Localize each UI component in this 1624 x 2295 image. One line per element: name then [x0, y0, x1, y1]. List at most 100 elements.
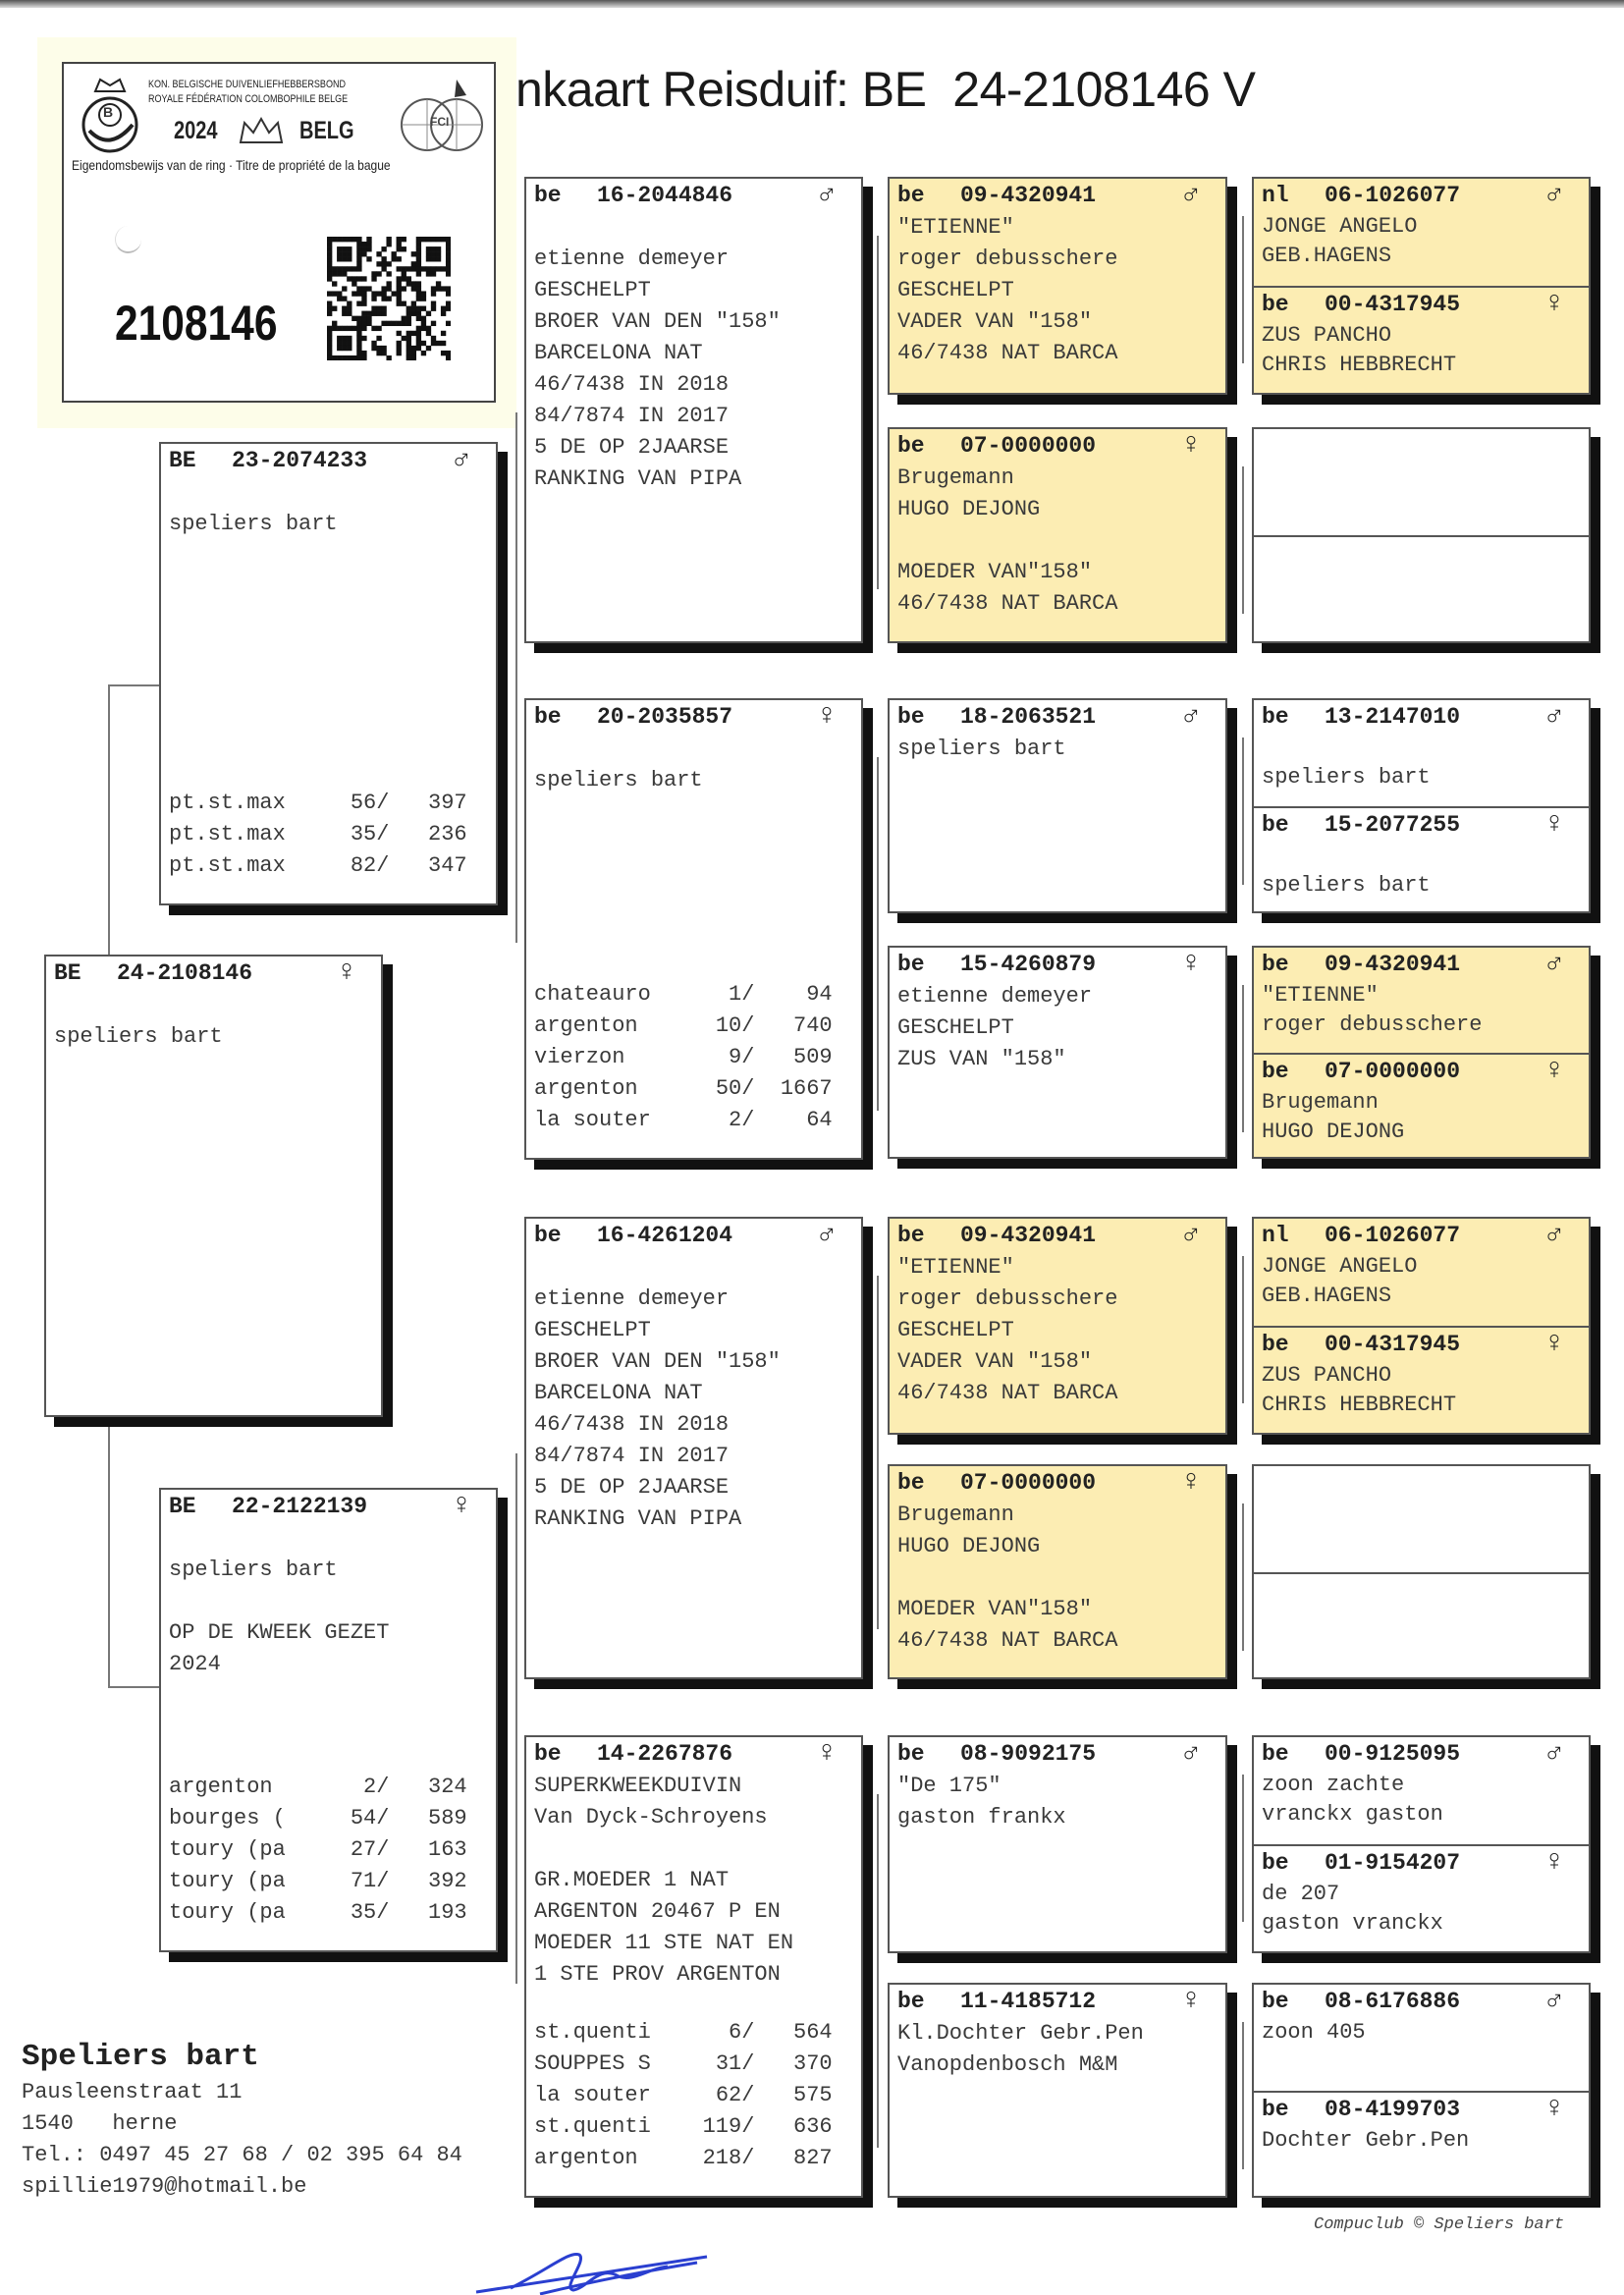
race-results: chateauro 1/94 argenton 10/740 vierzon 9/509 a…: [534, 979, 833, 1136]
entry-notes: JONGE ANGELO GEB.HAGENS: [1254, 212, 1589, 271]
pedigree-great-grandparent[interactable]: be 07-0000000 ♀ Brugemann HUGO DEJONG MOEDER…: [888, 427, 1227, 643]
gg-grandparent-entry[interactable]: be 08-4199703 ♀ Dochter Gebr.Pen: [1254, 2091, 1589, 2196]
gg-grandparent-entry[interactable]: [1254, 1466, 1589, 1572]
gg-grandparent-entry[interactable]: be 00-4317945 ♀ ZUS PANCHO CHRIS HEBBRECHT: [1254, 1326, 1589, 1433]
ring-number: 20-2035857: [597, 704, 733, 730]
pedigree-grandparent[interactable]: be 16-2044846 ♂ etienne demeyer GESCHELPT BR…: [524, 177, 863, 643]
race-result-row: pt.st.max 35/236: [169, 819, 467, 850]
race-total: 564: [793, 2020, 833, 2045]
qr-code: [327, 237, 451, 360]
pedigree-great-grandparent[interactable]: be 09-4320941 ♂ "ETIENNE" roger debusschere G…: [888, 1217, 1227, 1435]
connector-line: [1242, 985, 1244, 1132]
note-line: [54, 990, 381, 1021]
gg-grandparent-entry[interactable]: [1254, 429, 1589, 535]
race-name: toury (pa: [169, 1869, 286, 1893]
note-line: "ETIENNE": [897, 1255, 1014, 1280]
note-line: "ETIENNE": [1262, 983, 1379, 1008]
pedigree-gg-grandparent-pair[interactable]: [1252, 427, 1591, 643]
male-symbol-icon: ♂: [817, 1219, 836, 1252]
pedigree-grandparent[interactable]: be 16-4261204 ♂ etienne demeyer GESCHELPT BR…: [524, 1217, 863, 1679]
connector-line: [1242, 2022, 1244, 2169]
pedigree-subject[interactable]: BE 24-2108146 ♀ speliers bart: [44, 955, 383, 1417]
note-line: VADER VAN "158": [897, 309, 1093, 334]
entry-header: nl 06-1026077 ♂: [1254, 1219, 1589, 1252]
gg-grandparent-entry[interactable]: be 08-6176886 ♂ zoon 405: [1254, 1985, 1589, 2091]
entry-header: be 11-4185712 ♀: [890, 1985, 1225, 2018]
entry-notes: etienne demeyer GESCHELPT BROER VAN DEN "1…: [526, 212, 861, 495]
pedigree-grandparent[interactable]: be 14-2267876 ♀ SUPERKWEEKDUIVIN Van Dyck-Sc…: [524, 1735, 863, 2198]
punch-hole: [115, 226, 141, 253]
pedigree-great-grandparent[interactable]: be 18-2063521 ♂ speliers bart: [888, 698, 1227, 913]
pedigree-gg-grandparent-pair[interactable]: nl 06-1026077 ♂ JONGE ANGELO GEB.HAGENS be 00-…: [1252, 1217, 1591, 1435]
ring-number: 00-9125095: [1325, 1741, 1461, 1767]
gg-grandparent-entry[interactable]: [1254, 535, 1589, 641]
race-total: 236: [428, 822, 467, 847]
race-result-row: bourges (54/589: [169, 1803, 467, 1834]
entry-notes: etienne demeyer GESCHELPT BROER VAN DEN "1…: [526, 1252, 861, 1535]
entry-notes: "De 175" gaston frankx: [890, 1771, 1225, 1833]
pedigree-gg-grandparent-pair[interactable]: be 13-2147010 ♂ speliers bart be 15-2077255 ♀…: [1252, 698, 1591, 913]
country-code: be: [534, 1223, 562, 1248]
gg-grandparent-entry[interactable]: [1254, 1572, 1589, 1677]
pedigree-great-grandparent[interactable]: be 08-9092175 ♂ "De 175" gaston frankx: [888, 1735, 1227, 1953]
gg-grandparent-entry[interactable]: nl 06-1026077 ♂ JONGE ANGELO GEB.HAGENS: [1254, 179, 1589, 286]
pedigree-great-grandparent[interactable]: be 11-4185712 ♀ Kl.Dochter Gebr.Pen Vanopden…: [888, 1983, 1227, 2198]
race-place: 10/: [715, 1013, 755, 1038]
ring-number: 08-4199703: [1325, 2097, 1461, 2122]
ring-number: 23-2074233: [232, 448, 368, 473]
note-line: "ETIENNE": [897, 215, 1014, 240]
pedigree-great-grandparent[interactable]: be 09-4320941 ♂ "ETIENNE" roger debusschere G…: [888, 177, 1227, 395]
connector-line: [1242, 466, 1244, 614]
female-symbol-icon: ♀: [1544, 808, 1563, 842]
ring-number: 11-4185712: [960, 1989, 1097, 2014]
race-result-row: argenton 50/1667: [534, 1073, 833, 1105]
race-result-row: st.quenti 119/636: [534, 2111, 833, 2143]
male-symbol-icon: ♂: [1181, 1219, 1200, 1252]
pedigree-mother[interactable]: BE 22-2122139 ♀ speliers bart OP DE KWEEK …: [159, 1488, 498, 1952]
race-name: argenton: [169, 1775, 273, 1799]
race-result-row: la souter 2/64: [534, 1105, 833, 1136]
note-line: 46/7438 NAT BARCA: [897, 341, 1118, 365]
female-symbol-icon: ♀: [337, 956, 355, 990]
ring-number: 16-4261204: [597, 1223, 733, 1248]
race-name: SOUPPES S: [534, 2051, 651, 2076]
entry-notes: Brugemann HUGO DEJONG: [1254, 1088, 1589, 1147]
pedigree-father[interactable]: BE 23-2074233 ♂ speliers bart pt.st.max 56/3…: [159, 442, 498, 905]
gg-grandparent-entry[interactable]: be 09-4320941 ♂ "ETIENNE" roger debusschere: [1254, 948, 1589, 1053]
fci-logo-text: FCI: [430, 115, 450, 129]
entry-notes: zoon 405: [1254, 2018, 1589, 2048]
pedigree-great-grandparent[interactable]: be 15-4260879 ♀ etienne demeyer GESCHELPT ZUS…: [888, 946, 1227, 1159]
gg-grandparent-entry[interactable]: be 07-0000000 ♀ Brugemann HUGO DEJONG: [1254, 1053, 1589, 1157]
gg-grandparent-entry[interactable]: be 13-2147010 ♂ speliers bart: [1254, 700, 1589, 806]
country-code: BE: [169, 1494, 196, 1519]
race-total: 324: [428, 1775, 467, 1799]
gg-grandparent-entry[interactable]: be 00-9125095 ♂ zoon zachte vranckx gaston: [1254, 1737, 1589, 1844]
race-place: 31/: [715, 2051, 755, 2076]
gg-grandparent-entry[interactable]: be 01-9154207 ♀ de 207 gaston vranckx: [1254, 1844, 1589, 1951]
entry-notes: JONGE ANGELO GEB.HAGENS: [1254, 1252, 1589, 1311]
race-result-row: chateauro 1/94: [534, 979, 833, 1011]
race-results: pt.st.max 56/397 pt.st.max 35/236 pt.st.max 8…: [169, 788, 467, 882]
country-code: be: [534, 183, 562, 208]
male-symbol-icon: ♂: [1544, 1737, 1563, 1771]
pedigree-gg-grandparent-pair[interactable]: be 08-6176886 ♂ zoon 405 be 08-4199703 ♀ Dochte…: [1252, 1983, 1591, 2198]
gg-grandparent-entry[interactable]: be 00-4317945 ♀ ZUS PANCHO CHRIS HEBBRECHT: [1254, 286, 1589, 393]
race-result-row: argenton 2/324: [169, 1772, 467, 1803]
pedigree-great-grandparent[interactable]: be 07-0000000 ♀ Brugemann HUGO DEJONG MOEDER…: [888, 1464, 1227, 1679]
note-line: speliers bart: [1262, 765, 1431, 790]
ring-number: 07-0000000: [960, 433, 1097, 459]
pedigree-grandparent[interactable]: be 20-2035857 ♀ speliers bart chateauro 1/94…: [524, 698, 863, 1160]
gg-grandparent-entry[interactable]: be 15-2077255 ♀ speliers bart: [1254, 806, 1589, 911]
pedigree-gg-grandparent-pair[interactable]: be 09-4320941 ♂ "ETIENNE" roger debusschere b…: [1252, 946, 1591, 1159]
race-total: 397: [428, 791, 467, 815]
connector-line: [515, 1453, 517, 1984]
note-line: [169, 477, 496, 509]
gg-grandparent-entry[interactable]: nl 06-1026077 ♂ JONGE ANGELO GEB.HAGENS: [1254, 1219, 1589, 1326]
pedigree-gg-grandparent-pair[interactable]: be 00-9125095 ♂ zoon zachte vranckx gaston be…: [1252, 1735, 1591, 1953]
entry-notes: speliers bart OP DE KWEEK GEZET 2024: [161, 1523, 496, 1680]
entry-notes: speliers bart: [890, 734, 1225, 765]
race-results: argenton 2/324 bourges (54/589 toury (pa 27/…: [169, 1772, 467, 1929]
pedigree-gg-grandparent-pair[interactable]: [1252, 1464, 1591, 1679]
note-line: etienne demeyer: [534, 1286, 730, 1311]
pedigree-gg-grandparent-pair[interactable]: nl 06-1026077 ♂ JONGE ANGELO GEB.HAGENS be 00-…: [1252, 177, 1591, 395]
